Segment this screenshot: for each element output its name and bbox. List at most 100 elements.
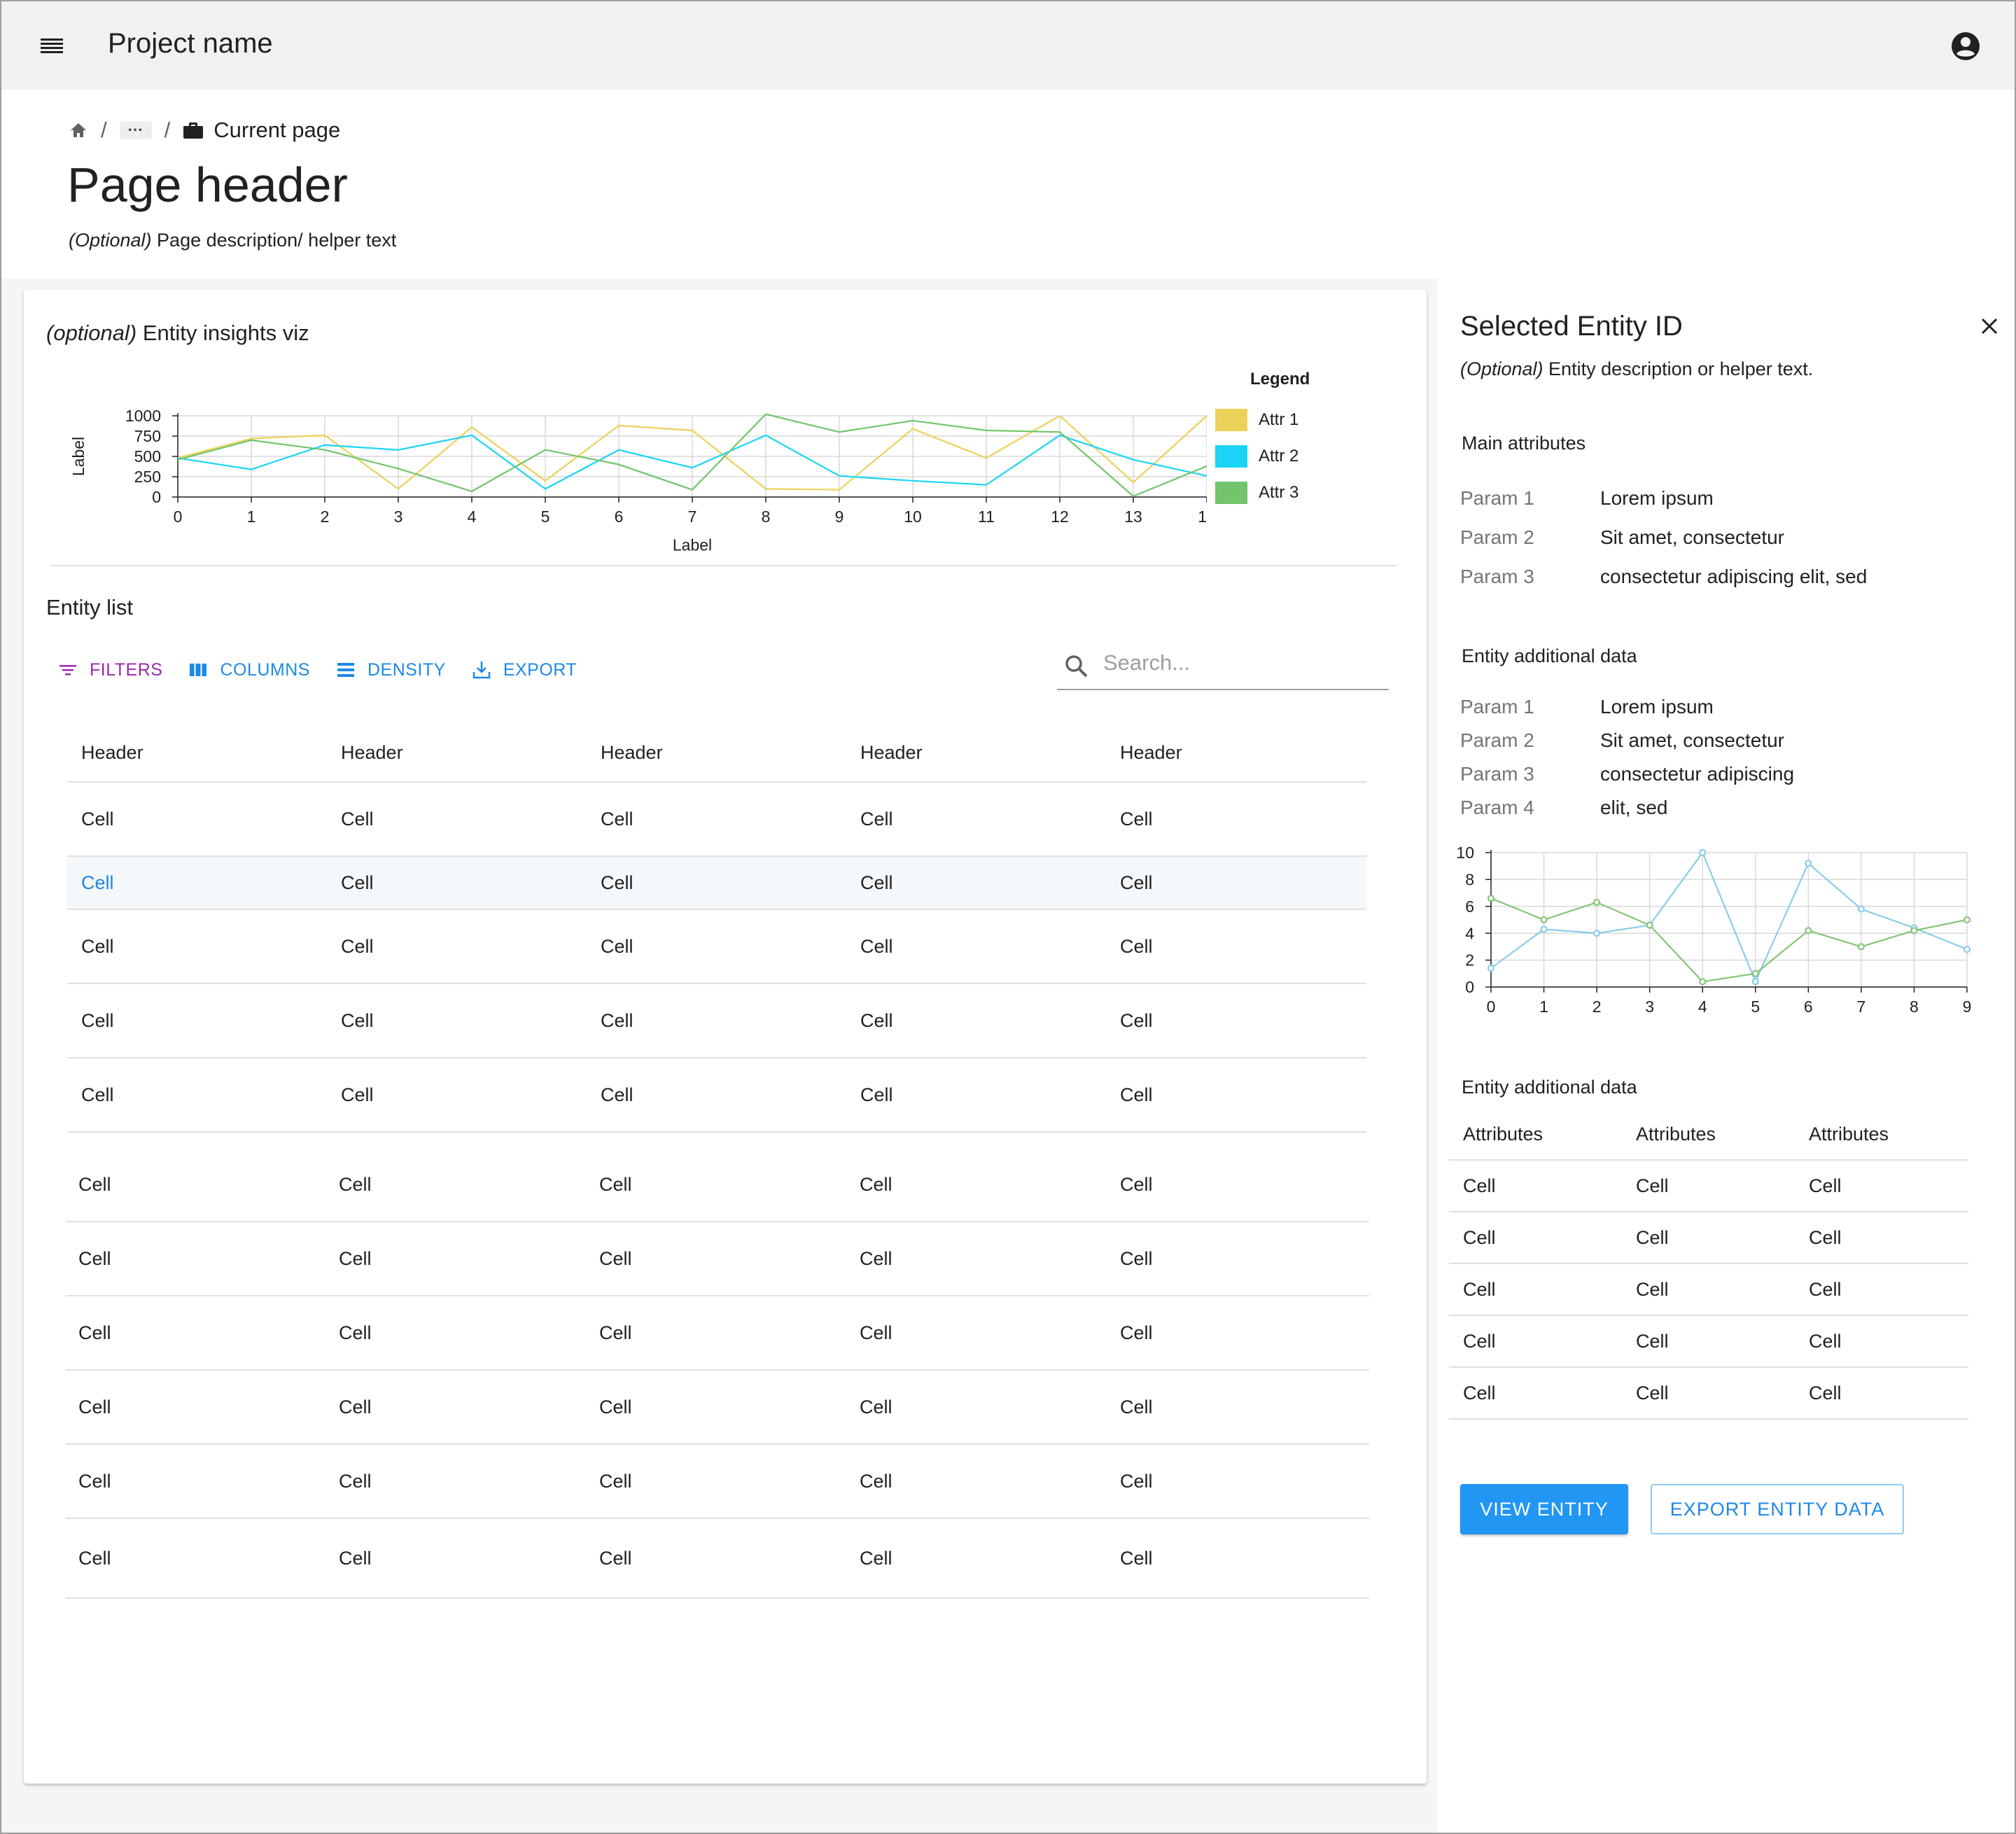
legend-swatch [1215,445,1247,468]
column-header[interactable]: Header [1120,741,1182,763]
table-cell: Cell [81,808,114,830]
column-header[interactable]: Header [81,741,144,763]
table-cell: Cell [339,1247,372,1269]
panel-description-text: Entity description or helper text. [1543,358,1814,379]
insights-line-chart: 0123456789101112131402505007501000LabelL… [69,407,1207,554]
x-tick-label: 2 [321,507,330,526]
additional-value: Lorem ipsum [1600,696,1714,718]
x-tick-label: 5 [541,507,550,526]
table-cell: Cell [1809,1278,1842,1300]
columns-icon [190,664,207,676]
breadcrumb-more-button[interactable]: ··· [119,121,152,139]
x-tick-label: 1 [247,507,256,526]
table-cell: Cell [341,808,374,830]
data-point [1805,927,1812,934]
table-cell: Cell [599,1470,632,1492]
attribute-row: Param 3 consectetur adipiscing elit, sed [1460,566,1867,588]
column-header[interactable]: Header [860,741,923,763]
series-line-1 [1490,850,1968,983]
x-tick-label: 6 [1804,997,1813,1016]
entity-table: Header Header Header Header Header Cell C… [67,724,1366,1133]
table-row[interactable]: Cell Cell Cell Cell Cell [67,1058,1366,1133]
filters-button[interactable]: FILTERS [57,659,162,680]
table-cell: Cell [601,1084,634,1105]
table-cell: Cell [1463,1382,1496,1404]
additional-table-title: Entity additional data [1462,1077,1637,1098]
table-row[interactable]: Cell Cell Cell Cell Cell [66,1296,1369,1371]
table-cell: Cell [1809,1226,1842,1248]
column-header[interactable]: Header [341,741,403,763]
page-description-text: Page description/ helper text [151,230,397,251]
close-icon[interactable] [1977,314,2002,339]
data-point [1593,899,1601,906]
table-cell: Cell [1463,1330,1496,1352]
search-input[interactable] [1103,647,1383,679]
table-row[interactable]: Cell Cell Cell [1449,1264,1968,1316]
breadcrumb-separator: / [164,118,171,142]
table-row[interactable]: Cell Cell Cell Cell Cell [67,910,1366,984]
export-button[interactable]: EXPORT [471,659,577,680]
table-cell: Cell [339,1396,372,1418]
legend-item-attr-2: Attr 2 [1215,438,1310,475]
x-tick-label: 13 [1124,507,1142,526]
table-cell: Cell [78,1322,111,1343]
attribute-row: Param 1 Lorem ipsum [1460,487,1714,510]
x-tick-label: 5 [1751,997,1760,1016]
table-cell: Cell [339,1173,372,1195]
table-row[interactable]: Cell Cell Cell Cell Cell [66,1519,1369,1599]
table-cell: Cell [860,935,893,957]
table-cell: Cell [341,935,374,957]
y-axis-label: Label [69,437,88,476]
panel-title: Selected Entity ID [1460,311,1683,342]
table-cell: Cell [860,872,893,893]
table-row[interactable]: Cell Cell Cell Cell Cell [66,1445,1369,1519]
x-tick-label: 1 [1539,997,1548,1016]
additional-row: Param 4 elit, sed [1460,797,1668,819]
table-row[interactable]: Cell Cell Cell Cell Cell [66,1371,1369,1445]
series-line-3 [177,413,1207,498]
account-icon[interactable] [1949,29,1982,63]
page-header-section: / ··· / Current page Page header (Option… [1,90,2015,279]
additional-row: Param 2 Sit amet, consectetur [1460,729,1784,752]
home-icon[interactable] [69,120,88,140]
table-row[interactable]: Cell Cell Cell Cell Cell [67,783,1366,857]
insights-title: (optional) Entity insights viz [46,321,309,346]
table-row[interactable]: Cell Cell Cell [1449,1316,1968,1368]
insights-title-text: Entity insights viz [136,321,309,345]
density-button[interactable]: DENSITY [335,659,446,680]
menu-icon[interactable] [38,32,66,60]
table-cell: Cell [1120,1009,1153,1031]
columns-button[interactable]: COLUMNS [188,659,310,680]
table-row[interactable]: Cell Cell Cell Cell Cell [67,857,1366,910]
legend-title: Legend [1250,370,1310,388]
table-cell: Cell [1120,1247,1153,1269]
attribute-key: Param 3 [1460,566,1534,587]
table-cell: Cell [1636,1382,1669,1404]
table-cell: Cell [81,872,114,893]
table-cell: Cell [601,808,634,830]
y-tick-label: 500 [134,447,161,465]
y-tick-label: 250 [134,468,161,486]
table-cell: Cell [1120,935,1153,957]
table-row[interactable]: Cell Cell Cell Cell Cell [67,984,1366,1058]
column-header[interactable]: Header [601,741,663,763]
breadcrumb: / ··· / Current page [69,116,340,144]
data-point [1646,921,1653,929]
view-entity-button[interactable]: VIEW ENTITY [1460,1484,1628,1534]
breadcrumb-separator: / [101,118,107,142]
table-row[interactable]: Cell Cell Cell Cell Cell [66,1222,1369,1296]
table-cell: Cell [1120,1470,1153,1492]
table-row[interactable]: Cell Cell Cell [1449,1161,1968,1212]
y-tick-label: 0 [152,488,161,506]
table-row[interactable]: Cell Cell Cell Cell Cell [66,1148,1369,1222]
x-tick-label: 3 [394,507,403,526]
panel-description: (Optional) Entity description or helper … [1460,358,1813,380]
search-icon [1065,655,1088,678]
page-description: (Optional) Page description/ helper text [69,230,396,251]
table-row[interactable]: Cell Cell Cell [1449,1212,1968,1264]
export-entity-data-button[interactable]: EXPORT ENTITY DATA [1651,1484,1904,1534]
data-point [1488,895,1494,902]
table-cell: Cell [1636,1278,1669,1300]
table-row[interactable]: Cell Cell Cell [1449,1368,1968,1420]
search-field[interactable] [1057,643,1389,690]
